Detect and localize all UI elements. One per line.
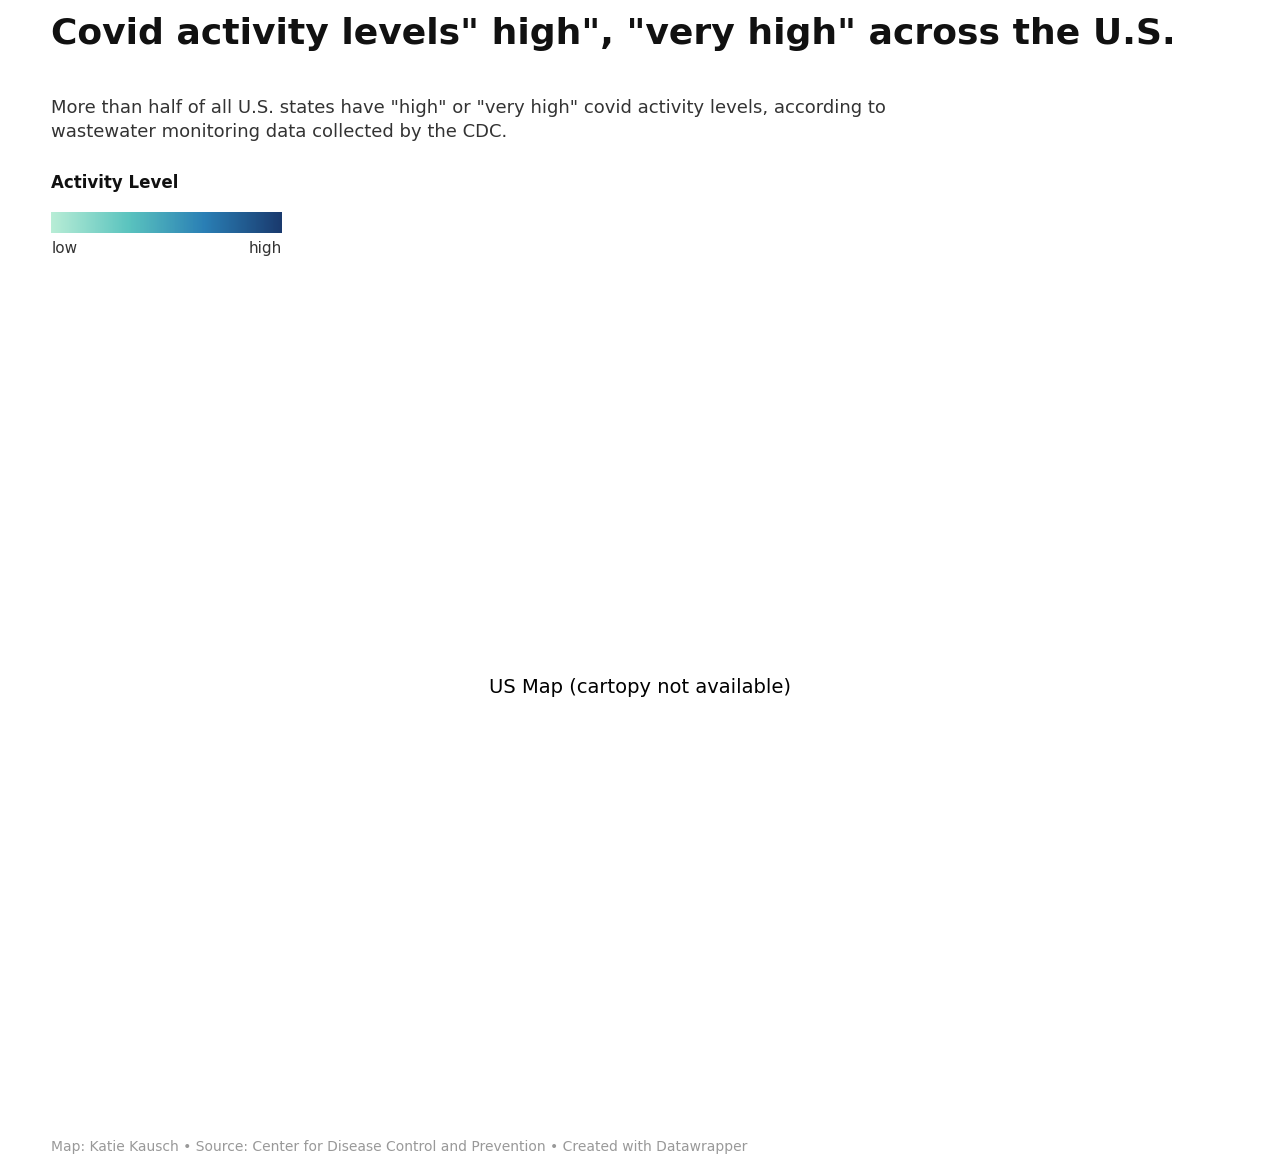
Text: low: low (51, 241, 77, 257)
Text: high: high (248, 241, 282, 257)
Text: Covid activity levels" high", "very high" across the U.S.: Covid activity levels" high", "very high… (51, 17, 1176, 51)
Text: Activity Level: Activity Level (51, 175, 179, 192)
Text: US Map (cartopy not available): US Map (cartopy not available) (489, 679, 791, 697)
Text: More than half of all U.S. states have "high" or "very high" covid activity leve: More than half of all U.S. states have "… (51, 99, 886, 141)
Text: Map: Katie Kausch • Source: Center for Disease Control and Prevention • Created : Map: Katie Kausch • Source: Center for D… (51, 1140, 748, 1154)
